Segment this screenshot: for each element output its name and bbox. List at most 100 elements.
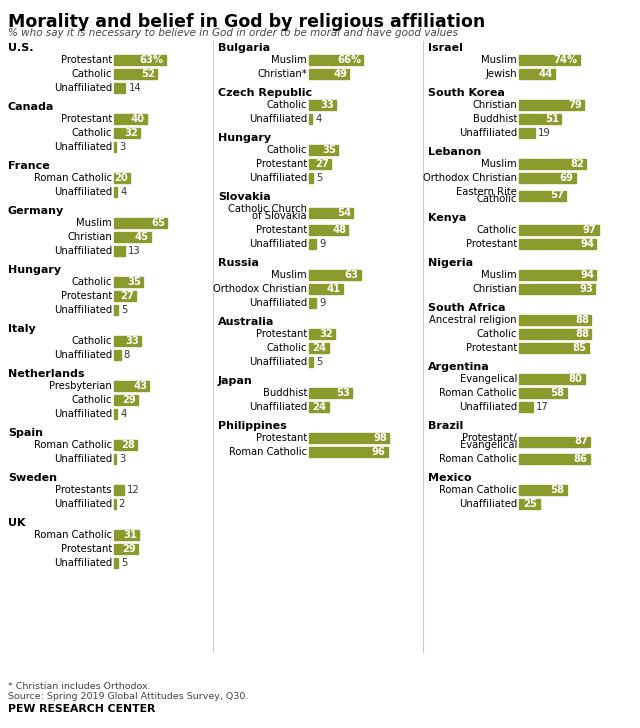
Text: 9: 9: [319, 298, 326, 308]
Bar: [519, 114, 561, 124]
Bar: [519, 225, 598, 235]
Bar: [519, 270, 596, 280]
Bar: [114, 55, 166, 65]
Bar: [309, 284, 342, 294]
Text: 82: 82: [570, 159, 584, 169]
Text: Protestant: Protestant: [61, 291, 112, 301]
Text: Unaffiliated: Unaffiliated: [54, 350, 112, 360]
Text: Unaffiliated: Unaffiliated: [249, 173, 307, 183]
Text: 8: 8: [124, 350, 130, 360]
Bar: [114, 544, 138, 554]
Text: Roman Catholic: Roman Catholic: [229, 447, 307, 457]
Text: Russia: Russia: [218, 258, 259, 268]
Bar: [309, 145, 338, 155]
Bar: [309, 69, 349, 79]
Text: Israel: Israel: [428, 43, 463, 53]
Text: 5: 5: [121, 558, 127, 568]
Text: 9: 9: [319, 239, 326, 249]
Text: Presbyterian: Presbyterian: [49, 381, 112, 391]
Text: 31: 31: [124, 530, 138, 540]
Text: Czech Republic: Czech Republic: [218, 88, 312, 98]
Bar: [309, 114, 312, 124]
Text: South Africa: South Africa: [428, 303, 506, 313]
Text: Catholic: Catholic: [72, 277, 112, 287]
Text: Netherlands: Netherlands: [8, 369, 84, 379]
Text: 33: 33: [320, 100, 334, 110]
Bar: [114, 440, 137, 450]
Bar: [519, 159, 586, 169]
Text: Muslim: Muslim: [481, 159, 517, 169]
Text: 69: 69: [560, 173, 573, 183]
Text: Catholic: Catholic: [266, 100, 307, 110]
Text: 2: 2: [118, 499, 125, 509]
Bar: [114, 128, 140, 138]
Text: 14: 14: [129, 83, 141, 93]
Bar: [114, 142, 116, 152]
Text: South Korea: South Korea: [428, 88, 505, 98]
Bar: [309, 343, 329, 353]
Text: 44: 44: [539, 69, 553, 79]
Bar: [114, 187, 117, 197]
Text: Sweden: Sweden: [8, 473, 57, 483]
Text: 20: 20: [115, 173, 129, 183]
Text: 17: 17: [536, 402, 548, 412]
Text: * Christian includes Orthodox.: * Christian includes Orthodox.: [8, 682, 150, 691]
Text: 88: 88: [575, 329, 589, 339]
Text: 63: 63: [345, 270, 358, 280]
Text: Muslim: Muslim: [481, 270, 517, 280]
Text: Christian: Christian: [67, 232, 112, 242]
Bar: [519, 374, 584, 384]
Text: 85: 85: [573, 343, 587, 353]
Text: Source: Spring 2019 Global Attitudes Survey, Q30.: Source: Spring 2019 Global Attitudes Sur…: [8, 692, 248, 701]
Text: 93: 93: [579, 284, 593, 294]
Bar: [519, 315, 591, 325]
Text: 19: 19: [538, 128, 550, 138]
Text: 24: 24: [313, 343, 326, 353]
Text: 35: 35: [322, 145, 336, 155]
Text: Protestant: Protestant: [61, 544, 112, 554]
Text: Protestant: Protestant: [61, 114, 112, 124]
Text: Unaffiliated: Unaffiliated: [54, 246, 112, 256]
Text: Christian: Christian: [472, 284, 517, 294]
Text: 32: 32: [125, 128, 138, 138]
Bar: [519, 329, 591, 339]
Text: 94: 94: [580, 270, 594, 280]
Text: Roman Catholic: Roman Catholic: [439, 388, 517, 398]
Text: 41: 41: [326, 284, 340, 294]
Text: Lebanon: Lebanon: [428, 147, 481, 157]
Bar: [519, 454, 589, 464]
Text: Philippines: Philippines: [218, 421, 287, 431]
Text: Catholic: Catholic: [72, 336, 112, 346]
Text: Eastern Rite: Eastern Rite: [456, 187, 517, 197]
Bar: [519, 437, 590, 446]
Bar: [519, 343, 589, 353]
Text: 63%: 63%: [140, 55, 164, 65]
Text: Protestant: Protestant: [256, 433, 307, 443]
Text: Muslim: Muslim: [271, 55, 307, 65]
Text: 54: 54: [337, 207, 351, 218]
Text: Catholic Church: Catholic Church: [228, 204, 307, 214]
Text: Orthodox Christian: Orthodox Christian: [423, 173, 517, 183]
Text: Christian: Christian: [472, 100, 517, 110]
Text: 35: 35: [127, 277, 141, 287]
Text: 4: 4: [316, 114, 321, 124]
Text: Buddhist: Buddhist: [472, 114, 517, 124]
Text: 12: 12: [127, 485, 140, 495]
Text: 88: 88: [575, 315, 589, 325]
Bar: [114, 336, 141, 346]
Bar: [114, 305, 118, 315]
Bar: [309, 388, 353, 398]
Text: 5: 5: [316, 173, 323, 183]
Text: Unaffiliated: Unaffiliated: [249, 402, 307, 412]
Text: 28: 28: [121, 440, 135, 450]
Bar: [309, 270, 361, 280]
Bar: [309, 433, 389, 443]
Text: 25: 25: [524, 499, 538, 509]
Text: Protestant/: Protestant/: [462, 433, 517, 443]
Text: Germany: Germany: [8, 206, 64, 216]
Bar: [519, 128, 534, 138]
Bar: [519, 191, 566, 200]
Text: % who say it is necessary to believe in God in order to be moral and have good v: % who say it is necessary to believe in …: [8, 28, 458, 38]
Text: Protestant: Protestant: [256, 329, 307, 339]
Bar: [114, 291, 136, 301]
